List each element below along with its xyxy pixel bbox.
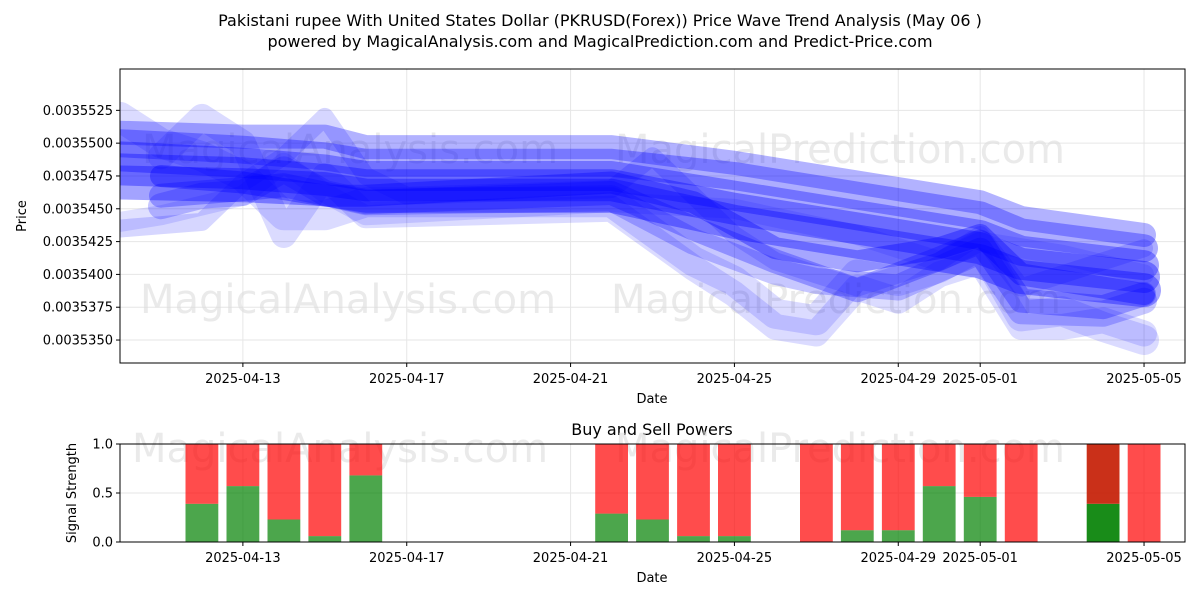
power-y-ticks: 0.0 0.5 1.0 [92,438,120,551]
price-y-tick-label: 0.0035375 [43,301,113,316]
watermark-text: MagicalAnalysis.com [140,277,556,323]
price-wave-line [120,141,1159,281]
chart-title-line1: Pakistani rupee With United States Dolla… [218,11,982,30]
price-y-tick-label: 0.0035400 [43,268,113,283]
sell-power-bar [226,444,260,487]
sell-power-bar [963,444,997,497]
price-wave-line [148,156,1157,327]
power-panel: Buy and Sell Powers MagicalAnalysis.com … [65,420,1186,586]
price-wave-line [150,165,1155,306]
buy-power-bar [963,496,997,542]
sell-power-bar [595,444,628,514]
price-wave-line [120,120,1156,247]
buy-power-bar [636,519,669,542]
sell-power-bar [308,444,342,537]
sell-power-bar [349,444,383,476]
sell-power-bar [185,444,219,504]
price-y-tick-label: 0.0035525 [43,104,113,119]
sell-power-bar [267,444,301,520]
buy-power-bar [308,536,342,542]
price-wave-line [120,101,1159,355]
chart-title-line2: powered by MagicalAnalysis.com and Magic… [267,32,932,51]
power-x-axis-label: Date [636,571,667,586]
price-x-ticks: 2025-04-13 2025-04-17 2025-04-21 2025-04-25… [205,363,1182,387]
buy-power-bar [595,513,628,542]
power-x-tick-label: 2025-05-05 [1106,551,1182,566]
price-wave-line [148,103,1157,347]
sell-power-bar [677,444,710,537]
price-y-tick-label: 0.0035450 [43,202,113,217]
sell-power-bar [800,444,833,542]
price-y-tick-label: 0.0035350 [43,334,113,349]
sell-power-bar [881,444,915,531]
buy-power-bar [718,536,751,542]
price-watermarks: MagicalAnalysis.com MagicalPrediction.co… [140,127,1065,323]
power-x-tick-label: 2025-04-21 [533,551,609,566]
sell-power-bar [840,444,874,531]
buy-power-bar [349,475,383,542]
buy-power-bar [1086,503,1120,542]
price-y-tick-label: 0.0035475 [43,169,113,184]
power-x-tick-label: 2025-04-29 [860,551,936,566]
price-plot-background [120,69,1185,363]
watermark-text: MagicalPrediction.com [611,277,1061,323]
price-wave-line [120,152,1154,285]
price-x-tick-label: 2025-05-01 [942,372,1018,387]
power-panel-title: Buy and Sell Powers [571,420,733,439]
price-panel: MagicalAnalysis.com MagicalPrediction.co… [15,68,1186,407]
power-x-ticks: 2025-04-13 2025-04-17 2025-04-21 2025-04-25… [205,542,1182,566]
buy-power-bar [840,530,874,542]
sell-power-bar [1004,444,1038,542]
price-x-tick-label: 2025-04-25 [697,372,773,387]
buy-power-bar [881,530,915,542]
price-x-tick-label: 2025-04-17 [369,372,445,387]
price-y-tick-label: 0.0035425 [43,235,113,250]
sell-power-bar [1086,444,1120,504]
power-y-axis-label: Signal Strength [65,443,80,543]
power-y-tick-label: 1.0 [92,438,113,453]
price-x-tick-label: 2025-04-29 [860,372,936,387]
price-y-ticks: 0.0035350 0.0035375 0.0035400 0.0035425 0.00… [43,104,120,349]
price-x-tick-label: 2025-05-05 [1106,372,1182,387]
buy-power-bar [185,503,219,542]
price-y-tick-label: 0.0035500 [43,137,113,152]
power-x-tick-label: 2025-04-17 [369,551,445,566]
price-wave-series [120,101,1161,355]
price-y-axis-label: Price [15,200,30,232]
price-plot-frame [119,68,1186,364]
power-y-tick-label: 0.0 [92,536,113,551]
sell-power-bar [1127,444,1161,542]
price-wave-line [120,129,1158,263]
power-bars [185,444,1161,542]
watermark-text: MagicalPrediction.com [615,127,1065,173]
watermark-text: MagicalAnalysis.com [142,127,558,173]
power-x-tick-label: 2025-04-25 [697,551,773,566]
sell-power-bar [922,444,956,487]
buy-power-bar [267,519,301,542]
buy-power-bar [922,486,956,542]
price-wave-line [149,173,1156,320]
power-x-tick-label: 2025-05-01 [942,551,1018,566]
price-grid [120,69,1185,363]
price-x-axis-label: Date [636,392,667,407]
price-x-tick-label: 2025-04-21 [533,372,609,387]
power-x-tick-label: 2025-04-13 [205,551,281,566]
price-wave-line [120,153,1160,293]
price-x-tick-label: 2025-04-13 [205,372,281,387]
price-wave-line [120,107,1153,297]
sell-power-bar [636,444,669,520]
buy-power-bar [677,536,710,542]
sell-power-bar [718,444,751,537]
price-wave-line [120,165,1161,308]
power-y-tick-label: 0.5 [92,487,113,502]
buy-power-bar [226,486,260,542]
